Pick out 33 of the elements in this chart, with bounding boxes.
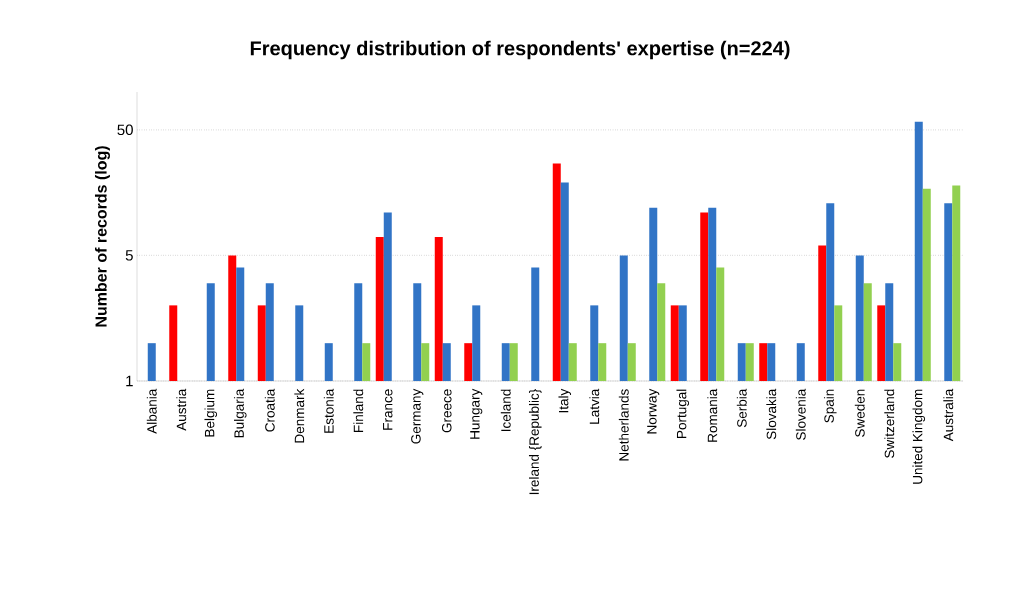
x-tick-label: Albania [146,388,157,434]
x-tick-label: Portugal [676,389,690,438]
x-tick-label: Australia [943,388,954,442]
x-tick-label: Spain [823,389,837,423]
x-tick-label: Norway [647,388,660,434]
x-tick-label: Ireland {Republic} [528,389,542,495]
x-tick-label: Iceland [500,389,511,432]
x-tick-label: Bulgaria [233,388,247,438]
x-tick-label: Latvia [589,388,600,424]
x-tick-label: Estonia [323,388,334,433]
x-tick-label: Serbia [736,388,747,428]
y-tick-label: 1 [126,375,133,387]
x-tick-label: France [383,389,393,430]
x-tick-label: Finland [353,389,364,432]
x-tick-label: Austria [176,388,187,431]
y-tick-label: 50 [117,124,133,136]
x-tick-label: Greece [441,389,452,433]
x-tick-label: Belgium [204,389,218,437]
x-tick-label: Switzerland [884,389,895,458]
chart-title: Frequency distribution of respondents' expertise (n=224) [250,40,790,60]
y-axis-title: Number of records (log) [94,146,110,327]
x-tick-label: Hungary [470,388,483,439]
x-tick-label: Italy [558,388,572,413]
x-tick-label: Germany [411,388,424,444]
x-tick-label: Croatia [264,388,275,432]
x-tick-label: United Kingdom [912,389,926,484]
x-tick-label: Denmark [294,388,305,443]
y-tick-label: 5 [125,250,133,261]
x-tick-label: Romania [707,388,718,442]
x-tick-label: Slovenia [795,388,806,440]
x-tick-label: Netherlands [618,389,629,461]
x-tick-label: Sweden [854,389,865,437]
x-tick-label: Slovakia [766,388,777,440]
